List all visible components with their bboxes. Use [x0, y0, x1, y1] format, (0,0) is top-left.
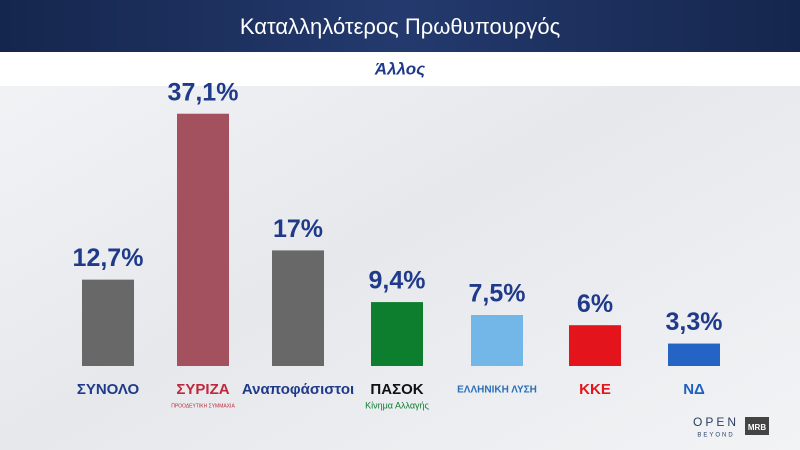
bar: [82, 279, 134, 366]
value-label: 17%: [273, 215, 323, 243]
value-label: 3,3%: [666, 308, 723, 336]
chart-subtitle: Άλλος: [374, 59, 425, 78]
category-label: ΕΛΛΗΝΙΚΗ ΛΥΣΗ: [457, 385, 537, 396]
chart-title: Καταλληλότερος Πρωθυπουργός: [240, 14, 560, 39]
category-label: Αναποφάσιστοι: [242, 381, 354, 398]
category-label: ΝΔ: [683, 381, 705, 398]
value-label: 9,4%: [369, 267, 426, 295]
bar: [272, 250, 324, 366]
category-label: ΠΑΣΟΚ: [370, 381, 423, 398]
bar: [371, 302, 423, 366]
brand-box: [745, 417, 769, 435]
category-label: ΚΚΕ: [579, 381, 611, 398]
category-note: Κίνημα Αλλαγής: [365, 400, 429, 410]
value-label: 37,1%: [168, 78, 239, 106]
brand-open: OPEN: [693, 415, 739, 429]
value-label: 6%: [577, 290, 613, 318]
bar: [569, 325, 621, 366]
bar: [471, 315, 523, 366]
value-label: 12,7%: [73, 244, 144, 272]
brand-beyond: BEYOND: [697, 433, 734, 439]
subtitle-band: [0, 52, 800, 86]
bar: [668, 343, 720, 366]
category-label: ΣΥΝΟΛΟ: [77, 381, 140, 398]
brand-mrb: MRB: [748, 423, 766, 432]
value-label: 7,5%: [469, 280, 526, 308]
header-bar: [0, 0, 800, 52]
bar: [177, 113, 229, 366]
category-note: ΠΡΟΟΔΕΥΤΙΚΗ ΣΥΜΜΑΧΙΑ: [171, 403, 235, 409]
category-label: ΣΥΡΙΖΑ: [176, 381, 229, 398]
